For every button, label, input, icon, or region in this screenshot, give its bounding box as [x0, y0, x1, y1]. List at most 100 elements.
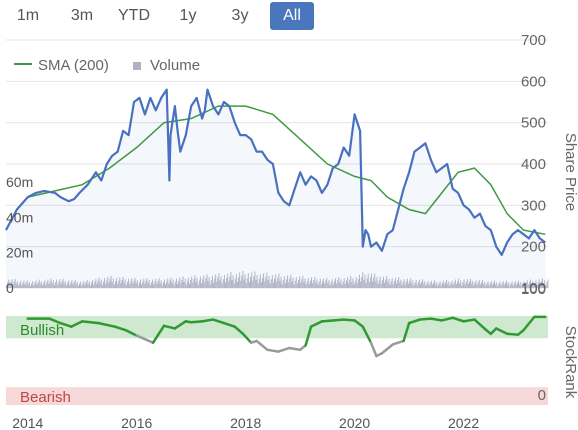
volume-bar — [445, 282, 447, 288]
volume-bar — [86, 279, 88, 288]
volume-bar — [198, 280, 200, 288]
volume-bar — [469, 281, 471, 288]
volume-bar — [67, 282, 69, 288]
volume-bar — [332, 284, 334, 288]
volume-bar — [68, 280, 70, 288]
volume-bar — [46, 282, 48, 288]
volume-bar — [314, 276, 316, 288]
stockrank-segment — [135, 334, 155, 344]
volume-bar — [504, 282, 506, 288]
time-tick-label: 2014 — [12, 415, 43, 430]
volume-bar — [193, 279, 195, 288]
volume-bar — [497, 285, 499, 288]
volume-bar — [70, 282, 72, 288]
volume-bar — [257, 283, 259, 288]
volume-bar — [208, 277, 210, 288]
range-button-ytd[interactable]: YTD — [118, 7, 150, 24]
volume-bar — [372, 281, 374, 288]
volume-bar — [102, 281, 104, 288]
volume-bar — [485, 285, 487, 288]
volume-bar — [24, 284, 26, 288]
volume-bar — [140, 279, 142, 288]
volume-bar — [75, 283, 77, 288]
volume-bar — [303, 281, 305, 288]
volume-bar — [163, 279, 165, 288]
volume-bar — [508, 282, 510, 288]
stockrank-segment — [342, 318, 356, 322]
volume-bar — [184, 278, 186, 288]
volume-bar — [526, 280, 528, 288]
volume-bar — [506, 280, 508, 288]
volume-bar — [17, 285, 19, 288]
range-button-1y[interactable]: 1y — [179, 7, 197, 24]
volume-bar — [126, 281, 128, 288]
volume-bar — [157, 280, 159, 288]
volume-bar — [202, 279, 204, 288]
volume-bar — [96, 283, 98, 288]
price-area-fill — [6, 89, 546, 288]
volume-bar — [288, 282, 290, 288]
volume-bar — [71, 280, 73, 288]
range-button-3y[interactable]: 3y — [231, 7, 249, 24]
volume-bar — [254, 271, 256, 288]
range-button-3m[interactable]: 3m — [70, 7, 94, 24]
volume-bar — [525, 282, 527, 288]
volume-bar — [233, 283, 235, 288]
volume-bar — [454, 279, 456, 288]
volume-bar — [518, 280, 520, 288]
volume-bar — [482, 279, 484, 288]
volume-bar — [344, 283, 346, 288]
volume-bar — [214, 278, 216, 288]
volume-bar — [533, 285, 535, 288]
volume-bar — [362, 272, 364, 288]
volume-bar — [235, 273, 237, 288]
volume-bar — [428, 285, 430, 288]
volume-bar — [415, 280, 417, 288]
price-tick-label: 500 — [521, 115, 546, 132]
volume-bar — [156, 283, 158, 288]
volume-bar — [532, 281, 534, 288]
volume-bar — [16, 281, 18, 288]
volume-bar — [410, 278, 412, 288]
range-button-1m[interactable]: 1m — [16, 7, 40, 24]
volume-bar — [487, 281, 489, 288]
volume-bar — [535, 280, 537, 288]
volume-bar — [181, 279, 183, 288]
volume-bar — [475, 280, 477, 288]
volume-bar — [255, 279, 257, 288]
volume-bar — [287, 275, 289, 288]
volume-bar — [112, 278, 114, 288]
volume-bar — [186, 281, 188, 288]
volume-bar — [135, 283, 137, 288]
volume-axis: 60m 40m 20m 0 — [6, 174, 33, 296]
volume-bar — [265, 276, 267, 288]
volume-bar — [228, 281, 230, 288]
volume-bar — [537, 282, 539, 288]
time-tick-label: 2022 — [448, 415, 479, 430]
volume-bar — [60, 283, 62, 288]
volume-bar — [206, 274, 208, 288]
volume-bar — [147, 283, 149, 288]
volume-bar — [210, 279, 212, 288]
volume-bar — [460, 280, 462, 288]
volume-bar — [429, 282, 431, 288]
stockrank-segment — [320, 319, 335, 323]
volume-bar — [484, 281, 486, 288]
volume-bar — [215, 274, 217, 288]
volume-bar — [364, 274, 366, 288]
volume-bar — [78, 283, 80, 288]
volume-bar — [449, 285, 451, 288]
volume-bar — [323, 278, 325, 288]
time-axis: 2014 2016 2018 2020 2022 — [12, 415, 479, 430]
volume-bar — [239, 272, 241, 288]
volume-bar — [232, 275, 234, 288]
volume-bar — [430, 280, 432, 288]
range-button-all[interactable]: All — [270, 2, 314, 30]
volume-bar — [252, 280, 254, 288]
volume-bar — [373, 277, 375, 288]
volume-bar — [353, 284, 355, 288]
volume-bar — [119, 277, 121, 288]
volume-bar — [62, 278, 64, 288]
volume-bar — [357, 279, 359, 288]
volume-bar — [433, 282, 435, 288]
